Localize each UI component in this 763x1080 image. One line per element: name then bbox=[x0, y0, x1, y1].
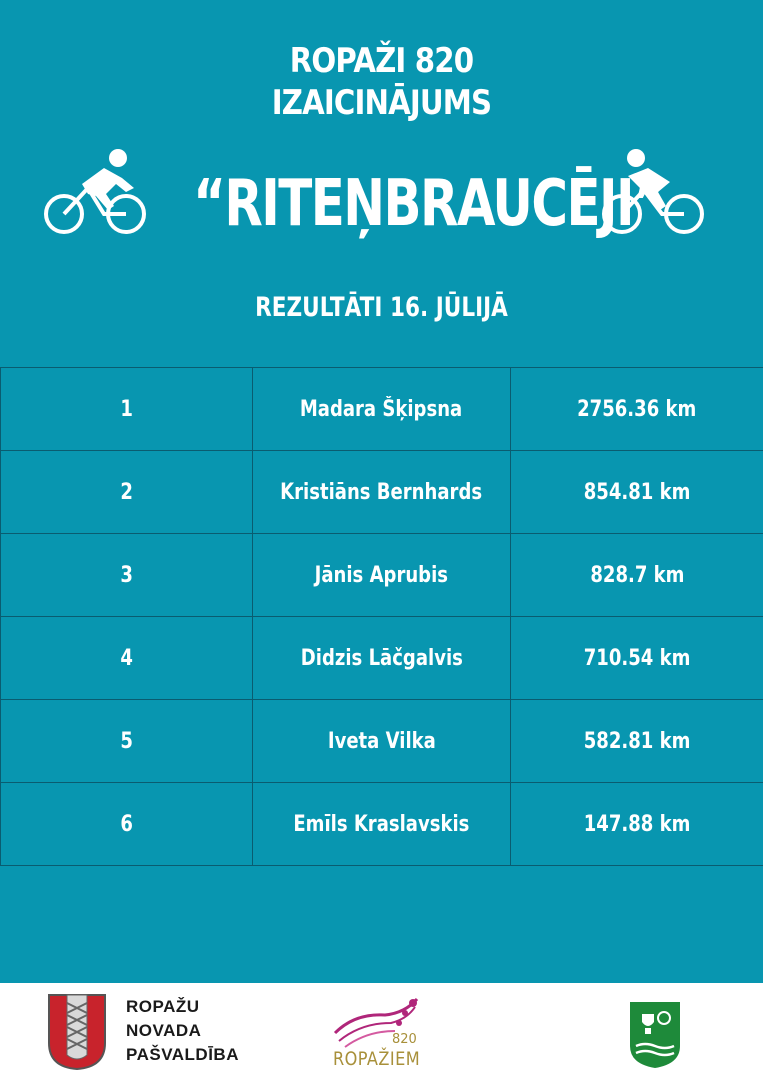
sports-shield-icon bbox=[630, 1002, 680, 1068]
distance-cell: 147.88 km bbox=[510, 782, 763, 866]
name-cell: Didzis Lāčgalvis bbox=[252, 616, 511, 700]
results-table: 1 Madara Šķipsna 2756.36 km 2 Kristiāns … bbox=[0, 367, 763, 866]
table-row: 4 Didzis Lāčgalvis 710.54 km bbox=[0, 616, 763, 700]
title-line-1: ROPAŽI 820 bbox=[289, 41, 474, 81]
table-row: 2 Kristiāns Bernhards 854.81 km bbox=[0, 450, 763, 534]
distance-cell: 2756.36 km bbox=[510, 367, 763, 451]
table-row: 1 Madara Šķipsna 2756.36 km bbox=[0, 367, 763, 451]
rank-cell: 3 bbox=[0, 533, 253, 617]
anniversary-number: 820 bbox=[392, 1032, 417, 1047]
rank-cell: 6 bbox=[0, 782, 253, 866]
cyclist-icon bbox=[602, 149, 704, 234]
table-row: 6 Emīls Kraslavskis 147.88 km bbox=[0, 782, 763, 866]
name-cell: Emīls Kraslavskis bbox=[252, 782, 511, 866]
rank-cell: 1 bbox=[0, 367, 253, 451]
anniversary-word: ROPAŽIEM bbox=[333, 1048, 421, 1070]
distance-cell: 710.54 km bbox=[510, 616, 763, 700]
distance-cell: 854.81 km bbox=[510, 450, 763, 534]
title-line-2: IZAICINĀJUMS bbox=[271, 83, 492, 123]
municipality-line: NOVADA bbox=[126, 1021, 202, 1040]
distance-cell: 828.7 km bbox=[510, 533, 763, 617]
coat-of-arms-icon bbox=[48, 994, 106, 1071]
main-title: “RITEŅBRAUCĒJI” bbox=[193, 167, 666, 241]
rank-cell: 4 bbox=[0, 616, 253, 700]
municipality-line: ROPAŽU bbox=[126, 997, 200, 1016]
municipality-name: ROPAŽU NOVADA PAŠVALDĪBA bbox=[126, 995, 239, 1067]
results-subtitle: REZULTĀTI 16. JŪLIJĀ bbox=[255, 292, 508, 323]
name-cell: Jānis Aprubis bbox=[252, 533, 511, 617]
table-row: 3 Jānis Aprubis 828.7 km bbox=[0, 533, 763, 617]
name-cell: Madara Šķipsna bbox=[252, 367, 511, 451]
anniversary-logo-icon bbox=[333, 997, 419, 1048]
rank-cell: 5 bbox=[0, 699, 253, 783]
municipality-line: PAŠVALDĪBA bbox=[126, 1045, 239, 1064]
name-cell: Iveta Vilka bbox=[252, 699, 511, 783]
name-cell: Kristiāns Bernhards bbox=[252, 450, 511, 534]
cyclist-icon bbox=[44, 149, 146, 234]
rank-cell: 2 bbox=[0, 450, 253, 534]
distance-cell: 582.81 km bbox=[510, 699, 763, 783]
table-row: 5 Iveta Vilka 582.81 km bbox=[0, 699, 763, 783]
